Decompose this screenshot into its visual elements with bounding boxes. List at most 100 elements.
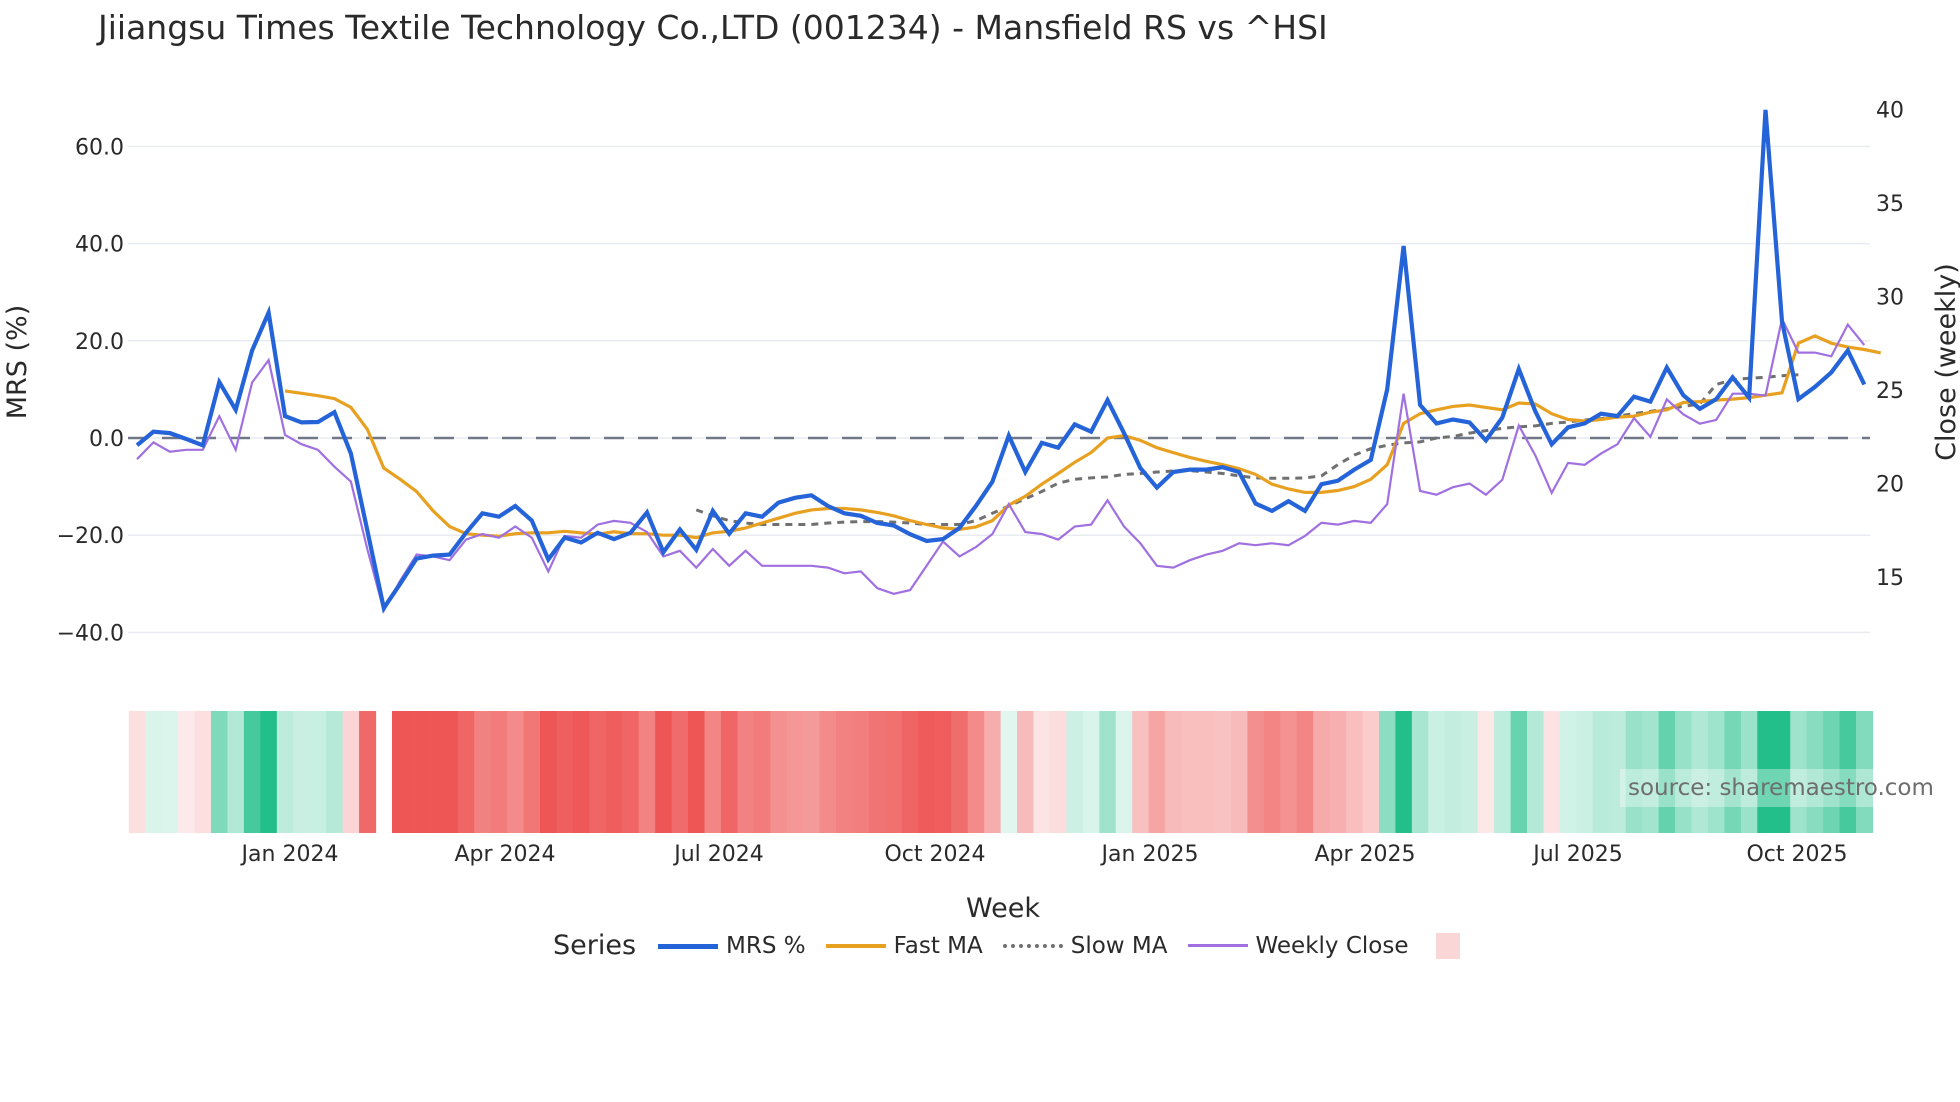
heatmap-cell [1740, 711, 1758, 833]
y-tick-label: 40.0 [75, 233, 124, 258]
heatmap-cell [869, 711, 887, 833]
x-tick-label: Apr 2025 [1314, 842, 1415, 867]
heatmap-cell [638, 711, 656, 833]
y-tick-label: 60.0 [75, 135, 124, 160]
heatmap-cell [1033, 711, 1051, 833]
heatmap-cell [1675, 711, 1693, 833]
heatmap-legend-swatch-icon[interactable] [1436, 932, 1461, 959]
watermark: source: sharemaestro.com [1620, 769, 1942, 807]
heatmap-cell [1017, 711, 1035, 833]
heatmap-cell [589, 711, 607, 833]
heatmap-cell [622, 711, 640, 833]
y-tick-label: 0.0 [89, 427, 124, 452]
heatmap-cell [1609, 711, 1627, 833]
legend-title: Series [553, 930, 637, 961]
x-tick-label: Jan 2024 [240, 842, 339, 867]
line-swatch-icon [825, 939, 886, 953]
heatmap-cell [901, 711, 919, 833]
heatmap-cell [408, 711, 426, 833]
heatmap-cell [178, 711, 196, 833]
heatmap-cell [1263, 711, 1281, 833]
legend-item-mrs[interactable]: MRS % [658, 933, 806, 959]
heatmap-cell [260, 711, 278, 833]
x-tick-label: Oct 2024 [884, 842, 985, 867]
heatmap-cell [342, 711, 360, 833]
heatmap-cell [309, 711, 327, 833]
heatmap-cell [572, 711, 590, 833]
heatmap-cell [1625, 711, 1643, 833]
legend-item-weekly-close[interactable]: Weekly Close [1187, 932, 1409, 959]
heatmap-cell [1773, 711, 1791, 833]
heatmap-cell [1428, 711, 1446, 833]
heatmap-cell [704, 711, 722, 833]
heatmap-cell [523, 711, 541, 833]
heatmap-cell [1115, 711, 1133, 833]
heatmap-cell [786, 711, 804, 833]
line-swatch-icon [658, 939, 719, 953]
heatmap-cell [918, 711, 936, 833]
y-tick-label: −20.0 [57, 524, 124, 549]
y2-tick-label: 25 [1876, 379, 1904, 404]
x-tick-label: Apr 2024 [454, 842, 555, 867]
heatmap-cell [1757, 711, 1775, 833]
heatmap-cell [655, 711, 673, 833]
heatmap-cell [1461, 711, 1479, 833]
heatmap-cell [852, 711, 870, 833]
heatmap-cell [1510, 711, 1528, 833]
mrs-line [135, 109, 1867, 614]
heatmap-cell [885, 711, 903, 833]
heatmap-cell [474, 711, 492, 833]
heatmap-cell [293, 711, 311, 833]
legend-item-fast-ma[interactable]: Fast MA [825, 932, 983, 959]
heatmap-cell [1543, 711, 1561, 833]
chart-title: Jiiangsu Times Textile Technology Co.,LT… [98, 8, 1328, 47]
y2-tick-label: 35 [1876, 192, 1904, 217]
heatmap-cell [211, 711, 229, 833]
heatmap-cell [540, 711, 558, 833]
heatmap-cell [1066, 711, 1084, 833]
heatmap-cell [1411, 711, 1429, 833]
heatmap-cell [1527, 711, 1545, 833]
heatmap-cell [1198, 711, 1216, 833]
heatmap-cell [227, 711, 245, 833]
heatmap-cell [1082, 711, 1100, 833]
heatmap-cell [1658, 711, 1676, 833]
heatmap-cell [1378, 711, 1397, 833]
heatmap-cell [1280, 711, 1298, 833]
heatmap-cell [391, 711, 410, 833]
heatmap-cell [243, 711, 261, 833]
line-swatch-icon [1187, 939, 1248, 953]
heatmap-cell [1642, 711, 1660, 833]
heatmap-cell [1214, 711, 1232, 833]
y-tick-label: 20.0 [75, 330, 124, 355]
heatmap-cell [836, 711, 854, 833]
heatmap-cell [1329, 711, 1347, 833]
heatmap-cell [194, 711, 212, 833]
heatmap-cell [507, 711, 525, 833]
x-tick-label: Jul 2025 [1531, 842, 1623, 867]
x-tick-label: Jul 2024 [672, 842, 764, 867]
y2-tick-label: 40 [1876, 99, 1904, 124]
heatmap-cell [1296, 711, 1314, 833]
heatmap-cell [671, 711, 689, 833]
heatmap-cell [490, 711, 508, 833]
y2-tick-label: 20 [1876, 473, 1904, 498]
heatmap-cell [441, 711, 459, 833]
heatmap-cell [1790, 711, 1808, 833]
legend-label: Fast MA [893, 932, 983, 959]
heatmap-cell [1576, 711, 1594, 833]
heatmap-cell [359, 711, 377, 833]
heatmap-cell [1494, 711, 1512, 833]
heatmap-cell [1313, 711, 1331, 833]
heatmap-cell [1806, 711, 1824, 833]
y-axis-title: MRS (%) [2, 305, 33, 420]
heatmap-cell [1132, 711, 1150, 833]
heatmap-cell [753, 711, 771, 833]
heatmap-cell [1181, 711, 1199, 833]
heatmap-cell [424, 711, 442, 833]
legend-item-slow-ma[interactable]: Slow MA [1002, 933, 1168, 959]
heatmap-cell [1247, 711, 1265, 833]
heatmap-cell [1559, 711, 1577, 833]
legend-label: Weekly Close [1255, 932, 1409, 959]
